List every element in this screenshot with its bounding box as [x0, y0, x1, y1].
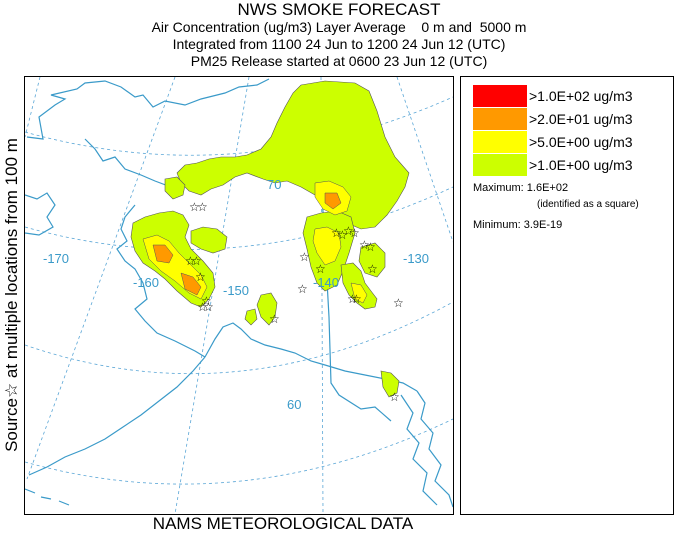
plume-western-north — [190, 226, 228, 254]
west-coast — [116, 204, 206, 358]
southeast-coast — [416, 390, 453, 508]
legend-item: >1.0E+02 ug/m3 — [473, 85, 663, 107]
source-star-icon: ☆ — [203, 300, 214, 314]
parallel-line — [25, 186, 453, 250]
source-star-icon: ☆ — [367, 262, 378, 276]
lon-label-150: -150 — [223, 283, 249, 298]
map-panel: -170 -160 -150 -140 -130 70 60 ☆ ☆ ☆ ☆ ☆… — [24, 76, 454, 515]
source-height-text: Source☆ at multiple locations from 100 m — [2, 137, 21, 452]
source-star-icon: ☆ — [365, 240, 376, 254]
legend-swatch-yellow — [473, 131, 527, 153]
alaska-peninsula-coast — [28, 356, 206, 476]
source-star-icon: ☆ — [343, 224, 354, 238]
plume-northern-large — [176, 80, 410, 230]
source-star-icon: ☆ — [197, 200, 208, 214]
source-star-icon: ☆ — [197, 300, 208, 314]
graticule-labels: -170 -160 -150 -140 -130 70 60 — [43, 177, 429, 412]
lon-label-170: -170 — [43, 251, 69, 266]
legend-swatch-red — [473, 85, 527, 107]
legend-swatch-lime — [473, 154, 527, 176]
source-star-icon: ☆ — [393, 296, 404, 310]
plume-yukon — [358, 242, 386, 278]
source-star-icon: ☆ — [315, 262, 326, 276]
arctic-coast — [26, 78, 270, 140]
legend-swatch-orange — [473, 108, 527, 130]
plume-hot-west — [152, 244, 174, 264]
minimum-value: Minimum: 3.9E-19 — [473, 219, 563, 231]
maximum-value: Maximum: 1.6E+02 — [473, 182, 569, 194]
lon-label-160: -160 — [133, 275, 159, 290]
source-height-label: Source☆ at multiple locations from 100 m — [0, 76, 24, 513]
forecast-title: NWS SMOKE FORECAST — [237, 0, 441, 19]
meteorological-data-label: NAMS METEOROLOGICAL DATA — [152, 514, 414, 533]
source-star-icon: ☆ — [297, 282, 308, 296]
legend-panel: >1.0E+02 ug/m3 >2.0E+01 ug/m3 >5.0E+00 u… — [460, 76, 674, 515]
cook-inlet-coast — [204, 322, 418, 392]
source-star-icon: ☆ — [299, 250, 310, 264]
legend-item: >5.0E+00 ug/m3 — [473, 131, 663, 153]
plume-south-small — [244, 308, 258, 326]
meridian-line — [26, 77, 176, 480]
lat-label-60: 60 — [287, 397, 301, 412]
legend-label: >1.0E+02 ug/m3 — [529, 88, 633, 104]
parallel-line — [25, 301, 453, 374]
source-star-icon: ☆ — [189, 200, 200, 214]
source-star-icon: ☆ — [349, 226, 360, 240]
source-star-icon: ☆ — [195, 270, 206, 284]
meridian-line — [396, 77, 453, 243]
source-star-icon: ☆ — [269, 312, 280, 326]
legend-item: >1.0E+00 ug/m3 — [473, 154, 663, 176]
meridian-line — [174, 77, 250, 514]
parallel-line — [25, 418, 453, 485]
lon-label-140: -140 — [313, 275, 339, 290]
plume-core-fortymile — [312, 226, 342, 266]
integration-period: Integrated from 1100 24 Jun to 1200 24 J… — [172, 36, 506, 52]
plume-hot-south — [180, 272, 202, 296]
aleutian-islands — [25, 488, 70, 506]
meridian-line — [25, 77, 41, 138]
lon-label-130: -130 — [403, 251, 429, 266]
source-star-icon: ☆ — [337, 228, 348, 242]
lat-label-70: 70 — [267, 177, 281, 192]
source-star-icon: ☆ — [191, 254, 202, 268]
maximum-note: (identified as a square) — [537, 199, 639, 210]
southeast-coast-inner — [400, 394, 438, 506]
legend-label: >1.0E+00 ug/m3 — [529, 157, 633, 173]
plume-southeast — [380, 370, 400, 398]
source-star-icon: ☆ — [331, 226, 342, 240]
source-star-icon: ☆ — [201, 294, 212, 308]
plume-hot-north — [324, 192, 342, 210]
smoke-level-20 — [152, 192, 342, 296]
legend-label: >2.0E+01 ug/m3 — [529, 111, 633, 127]
plume-core-copper — [350, 282, 368, 304]
source-star-icon: ☆ — [359, 238, 370, 252]
legend-label: >5.0E+00 ug/m3 — [529, 134, 633, 150]
alaska-map: -170 -160 -150 -140 -130 70 60 ☆ ☆ ☆ ☆ ☆… — [25, 77, 453, 514]
source-star-icon: ☆ — [185, 254, 196, 268]
concentration-subtitle: Air Concentration (ug/m3) Layer Average … — [151, 19, 527, 35]
source-star-icon: ☆ — [351, 292, 362, 306]
parallel-line — [25, 96, 453, 156]
source-star-icon: ☆ — [389, 390, 400, 404]
chukotka-coast — [25, 192, 56, 236]
legend-item: >2.0E+01 ug/m3 — [473, 108, 663, 130]
source-star-icon: ☆ — [347, 292, 358, 306]
plume-kenai — [256, 292, 278, 326]
release-start: PM25 Release started at 0600 23 Jun 12 (… — [190, 53, 488, 69]
coastline — [25, 78, 453, 508]
title-block: NWS SMOKE FORECAST Air Concentration (ug… — [0, 0, 678, 74]
plume-west-fringe — [164, 176, 186, 200]
source-markers: ☆ ☆ ☆ ☆ ☆ ☆ ☆ ☆ ☆ ☆ ☆ ☆ ☆ ☆ ☆ ☆ ☆ ☆ ☆ ☆ … — [185, 200, 404, 404]
